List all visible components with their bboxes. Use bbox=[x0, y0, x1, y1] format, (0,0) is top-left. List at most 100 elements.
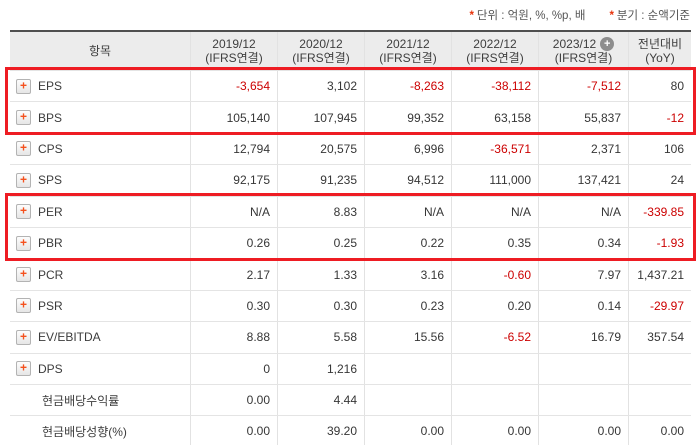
cell-cps-col3: -36,571 bbox=[451, 133, 538, 165]
cell-pcr-col4: 7.97 bbox=[538, 259, 628, 290]
cell-psr-col3: 0.20 bbox=[451, 290, 538, 322]
cell-dps-col3 bbox=[451, 353, 538, 384]
table-row-cps: + CPS 12,794 20,575 6,996 -36,571 2,371 106 bbox=[10, 132, 691, 165]
expand-row-icon[interactable]: + bbox=[16, 78, 31, 94]
cell-per-col3: N/A bbox=[451, 196, 538, 227]
row-label-eps: EPS bbox=[38, 79, 63, 94]
expand-row-icon[interactable]: + bbox=[16, 110, 31, 126]
header-col-basis-text: (IFRS연결) bbox=[554, 50, 613, 65]
cell-per-col1: 8.83 bbox=[277, 196, 364, 227]
table-row-eps: + EPS -3,654 3,102 -8,263 -38,112 -7,512 80 bbox=[10, 70, 691, 102]
cell-eps-col0: -3,654 bbox=[190, 71, 277, 102]
cell-cash-dividend-yield-col2 bbox=[364, 384, 451, 416]
header-col-basis-text: (IFRS연결) bbox=[466, 50, 524, 65]
row-label-pcr: PCR bbox=[38, 267, 64, 282]
row-label-cash-dividend-payout: 현금배당성향(%) bbox=[42, 424, 127, 439]
row-label-cell-eps: + EPS bbox=[10, 71, 190, 101]
cell-pcr-col0: 2.17 bbox=[190, 259, 277, 290]
header-col-2021-12: 2021/12 (IFRS연결) bbox=[364, 32, 451, 69]
header-col-2022-12: 2022/12 (IFRS연결) bbox=[451, 32, 538, 69]
cell-dps-col4 bbox=[538, 353, 628, 384]
header-col-year-text: 2019/12 bbox=[212, 36, 256, 51]
expand-row-icon[interactable]: + bbox=[16, 298, 31, 314]
cell-bps-col1: 107,945 bbox=[277, 102, 364, 133]
row-label-cell-bps: + BPS bbox=[10, 102, 190, 132]
cell-ev-ebitda-col2: 15.56 bbox=[364, 322, 451, 353]
cell-cps-col5: 106 bbox=[628, 133, 691, 165]
header-col-year-text: 2023/12 bbox=[552, 36, 597, 51]
cell-cash-dividend-payout-col2: 0.00 bbox=[364, 416, 451, 445]
cell-pbr-col0: 0.26 bbox=[190, 227, 277, 259]
table-row-cash-dividend-yield: 현금배당수익률 0.00 4.44 bbox=[10, 383, 691, 416]
basis-note-star: * bbox=[609, 10, 614, 22]
cell-pbr-col5: -1.93 bbox=[628, 227, 691, 259]
cell-pcr-col2: 3.16 bbox=[364, 259, 451, 290]
cell-cash-dividend-yield-col3 bbox=[451, 384, 538, 416]
cell-bps-col5: -12 bbox=[628, 102, 691, 133]
plus-glyph: + bbox=[19, 203, 27, 218]
header-col-year-text: 2022/12 bbox=[473, 36, 517, 51]
expand-row-icon[interactable]: + bbox=[16, 141, 31, 157]
cell-bps-col3: 63,158 bbox=[451, 102, 538, 133]
table-row-pcr: + PCR 2.17 1.33 3.16 -0.60 7.97 1,437.21 bbox=[10, 258, 691, 290]
cell-pbr-col1: 0.25 bbox=[277, 227, 364, 259]
cell-cps-col2: 6,996 bbox=[364, 133, 451, 165]
cell-psr-col2: 0.23 bbox=[364, 290, 451, 322]
header-col-yoy: 전년대비 (YoY) bbox=[628, 32, 691, 69]
expand-row-icon[interactable]: + bbox=[16, 267, 31, 283]
cell-pbr-col2: 0.22 bbox=[364, 227, 451, 259]
row-label-bps: BPS bbox=[38, 110, 63, 125]
cell-dps-col5 bbox=[628, 353, 691, 384]
expand-row-icon[interactable]: + bbox=[16, 203, 31, 220]
table-row-dps: + DPS 0 1,216 bbox=[10, 352, 691, 384]
cell-eps-col4: -7,512 bbox=[538, 71, 628, 102]
table-notes: * 단위 : 억원, %, %p, 배 * 분기 : 순액기준 bbox=[469, 7, 690, 23]
expand-row-icon[interactable]: + bbox=[16, 235, 31, 251]
cell-dps-col2 bbox=[364, 353, 451, 384]
cell-ev-ebitda-col5: 357.54 bbox=[628, 322, 691, 353]
table-row-bps: + BPS 105,140 107,945 99,352 63,158 55,837 -12 bbox=[10, 101, 691, 133]
plus-glyph: + bbox=[19, 329, 27, 344]
row-label-cell-pcr: + PCR bbox=[10, 259, 190, 289]
cell-pcr-col1: 1.33 bbox=[277, 259, 364, 290]
row-label-cell-pbr: + PBR bbox=[10, 228, 190, 258]
cell-cash-dividend-payout-col5: 0.00 bbox=[628, 416, 691, 445]
cell-sps-col0: 92,175 bbox=[190, 165, 277, 196]
plus-glyph: + bbox=[19, 235, 27, 250]
unit-note-star: * bbox=[469, 10, 474, 22]
header-item-column: 항목 bbox=[88, 43, 112, 58]
cell-eps-col2: -8,263 bbox=[364, 71, 451, 102]
cell-cash-dividend-yield-col5 bbox=[628, 384, 691, 416]
expand-row-icon[interactable]: + bbox=[16, 172, 31, 188]
cell-pbr-col3: 0.35 bbox=[451, 227, 538, 259]
row-label-sps: SPS bbox=[38, 173, 63, 188]
cell-ev-ebitda-col4: 16.79 bbox=[538, 322, 628, 353]
row-label-cell-cash-dividend-yield: 현금배당수익률 bbox=[10, 385, 190, 415]
cell-bps-col0: 105,140 bbox=[190, 102, 277, 133]
row-label-cell-cash-dividend-payout: 현금배당성향(%) bbox=[10, 416, 190, 445]
cell-sps-col2: 94,512 bbox=[364, 165, 451, 196]
header-yoy-sub: (YoY) bbox=[645, 50, 675, 65]
cell-cash-dividend-payout-col3: 0.00 bbox=[451, 416, 538, 445]
cell-dps-col1: 1,216 bbox=[277, 353, 364, 384]
header-yoy-lines: 전년대비 (YoY) bbox=[638, 37, 682, 65]
cell-ev-ebitda-col0: 8.88 bbox=[190, 322, 277, 353]
add-column-icon[interactable]: + bbox=[600, 36, 615, 51]
unit-note: * 단위 : 억원, %, %p, 배 bbox=[469, 7, 585, 23]
header-col-lines: 2023/12 + (IFRS연결) bbox=[552, 36, 615, 65]
cell-cps-col1: 20,575 bbox=[277, 133, 364, 165]
cell-psr-col4: 0.14 bbox=[538, 290, 628, 322]
header-col-basis-text: (IFRS연결) bbox=[292, 50, 350, 65]
cell-eps-col5: 80 bbox=[628, 71, 691, 102]
expand-row-icon[interactable]: + bbox=[16, 329, 31, 345]
cell-psr-col1: 0.30 bbox=[277, 290, 364, 322]
cell-cash-dividend-payout-col0: 0.00 bbox=[190, 416, 277, 445]
cell-dps-col0: 0 bbox=[190, 353, 277, 384]
table-row-psr: + PSR 0.30 0.30 0.23 0.20 0.14 -29.97 bbox=[10, 289, 691, 322]
row-label-cps: CPS bbox=[38, 141, 63, 156]
row-label-cell-per: + PER bbox=[10, 197, 190, 227]
expand-row-icon[interactable]: + bbox=[16, 361, 31, 377]
table-header-row: 항목 2019/12 (IFRS연결) 2020/12 (IFRS연결) 2021/12(… bbox=[10, 30, 691, 70]
header-col-2019-12: 2019/12 (IFRS연결) bbox=[190, 32, 277, 69]
